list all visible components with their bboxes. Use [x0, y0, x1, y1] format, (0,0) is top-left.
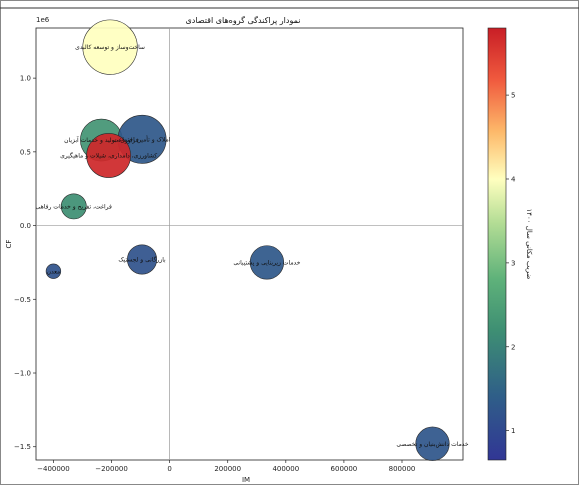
- bubble-point: [415, 426, 450, 461]
- y-tick-label: −1.0: [14, 370, 31, 378]
- colorbar-tick-label: 4: [511, 175, 516, 183]
- x-axis: −400000 −200000 0 200000 400000 600000 800000: [37, 460, 415, 473]
- bubble-label: خدمات زیربنایی و پشتیبانی: [233, 259, 300, 266]
- bubble-labels: ساخت‌وساز و توسعه کالبدی فراوری، تولید و …: [36, 44, 469, 448]
- bubble-point: [86, 133, 131, 178]
- bubble-point: [82, 19, 138, 75]
- colorbar-tick-label: 5: [511, 92, 515, 100]
- y-tick-label: 0.0: [20, 222, 31, 230]
- x-tick-label: 400000: [272, 465, 299, 473]
- bubble-point: [249, 245, 285, 280]
- colorbar-tick-label: 1: [511, 427, 515, 435]
- x-tick-label: −400000: [37, 465, 70, 473]
- y-tick-label: 0.5: [20, 148, 31, 156]
- bubble-point: [60, 193, 87, 220]
- y-tick-label: −0.5: [14, 296, 31, 304]
- y-axis: −1.5 −1.0 −0.5 0.0 0.5 1.0: [14, 75, 36, 451]
- x-tick-label: −200000: [95, 465, 128, 473]
- bubble-label: معدن: [47, 268, 61, 275]
- y-offset-label: 1e6: [36, 16, 50, 24]
- x-axis-title: IM: [242, 476, 250, 484]
- bubble-label: خدمات دانش‌بنیان و تخصصی: [396, 441, 469, 448]
- colorbar-label: ضریب مکانی سال ۱۴۰۰: [525, 209, 533, 280]
- x-tick-label: 0: [167, 465, 171, 473]
- bubble-label: کشاورزی، دامداری، شیلات و ماهیگیری: [60, 152, 157, 160]
- plot-area: −400000 −200000 0 200000 400000 600000 800000 …: [14, 19, 469, 473]
- colorbar-gradient: [487, 27, 507, 461]
- reference-lines: [36, 28, 463, 460]
- x-tick-label: 600000: [331, 465, 358, 473]
- colorbar-ticks: 1 2 3 4 5: [506, 92, 516, 435]
- plot-frame: [35, 27, 464, 461]
- x-tick-label: 800000: [389, 465, 416, 473]
- bubble-point: [127, 244, 158, 275]
- colorbar-tick-label: 3: [511, 259, 515, 267]
- bubble-label: ساخت‌وساز و توسعه کالبدی: [75, 44, 145, 51]
- colorbar-tick-label: 2: [511, 343, 515, 351]
- colorbar: 1 2 3 4 5 ضریب مکانی سال ۱۴۰۰: [487, 27, 533, 461]
- y-tick-label: −1.5: [14, 443, 31, 451]
- bubble-label: فراوری، تولید و خدمات آبزیان: [64, 135, 139, 144]
- bubble-label: فراغت، تفریح و خدمات رفاهی: [36, 203, 112, 210]
- y-axis-title: CF: [5, 240, 13, 249]
- chart-title: نمودار پراکندگی گروه‌های اقتصادی: [186, 15, 301, 25]
- bubble-label: املاک و تأمین اجتماعی: [114, 134, 171, 143]
- bubble-point: [45, 263, 62, 279]
- bubble-series: [45, 19, 450, 461]
- y-tick-label: 1.0: [20, 75, 31, 83]
- bubble-label: بازرگانی و لجستیک: [118, 255, 166, 263]
- x-tick-label: 200000: [214, 465, 241, 473]
